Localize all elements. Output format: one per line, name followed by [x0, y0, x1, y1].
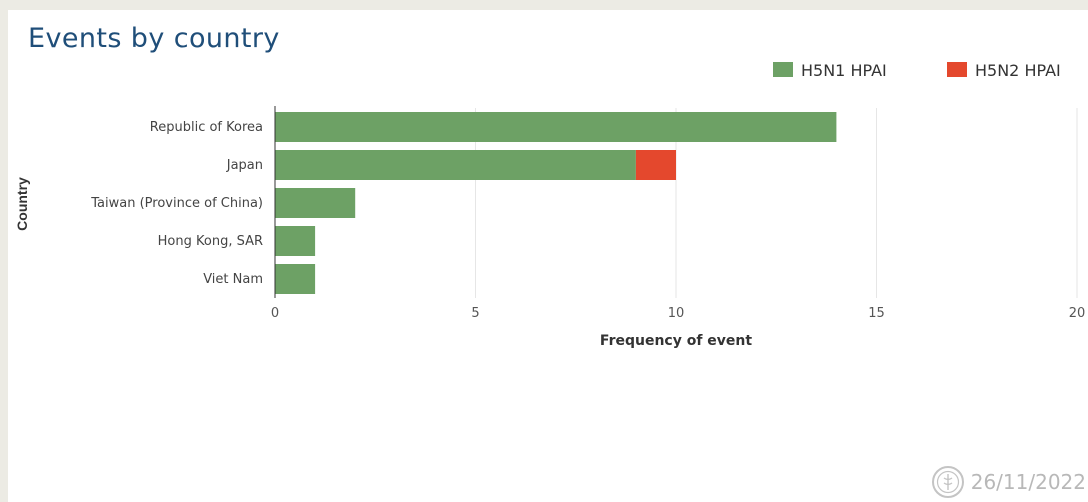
y-tick-label: Republic of Korea: [150, 120, 263, 135]
fao-logo-icon: [931, 466, 964, 498]
y-axis-title: Country: [14, 177, 30, 231]
x-axis-title: Frequency of event: [600, 333, 752, 349]
legend-swatch-h5n1-hpai: [773, 62, 793, 77]
y-tick-label: Taiwan (Province of China): [90, 196, 263, 211]
chart-panel: Events by country: [8, 10, 1088, 502]
y-tick-label: Japan: [226, 158, 263, 173]
footer-date: 26/11/2022: [970, 470, 1086, 494]
legend-label-h5n2-hpai: H5N2 HPAI: [975, 61, 1061, 80]
legend-label-h5n1-hpai: H5N1 HPAI: [801, 61, 887, 80]
bar-h5n2-hpai-japan: [635, 150, 676, 180]
legend-swatch-h5n2-hpai: [947, 62, 967, 77]
bar-h5n1-hpai-viet-nam: [275, 264, 316, 294]
bar-h5n1-hpai-japan: [275, 150, 636, 180]
bar-h5n1-hpai-republic-of-korea: [275, 112, 837, 142]
chart-title: Events by country: [28, 23, 280, 54]
x-tick-label: 5: [471, 306, 479, 321]
bar-h5n1-hpai-taiwan-province-of-china: [275, 188, 356, 218]
x-tick-label: 15: [868, 306, 885, 321]
x-tick-label: 0: [271, 306, 279, 321]
x-tick-label: 20: [1069, 306, 1086, 321]
footer: 26/11/2022: [931, 465, 1086, 499]
x-tick-label: 10: [668, 306, 685, 321]
y-tick-label: Hong Kong, SAR: [158, 234, 263, 249]
y-tick-label: Viet Nam: [203, 272, 263, 287]
bar-h5n1-hpai-hong-kong-sar: [275, 226, 316, 256]
